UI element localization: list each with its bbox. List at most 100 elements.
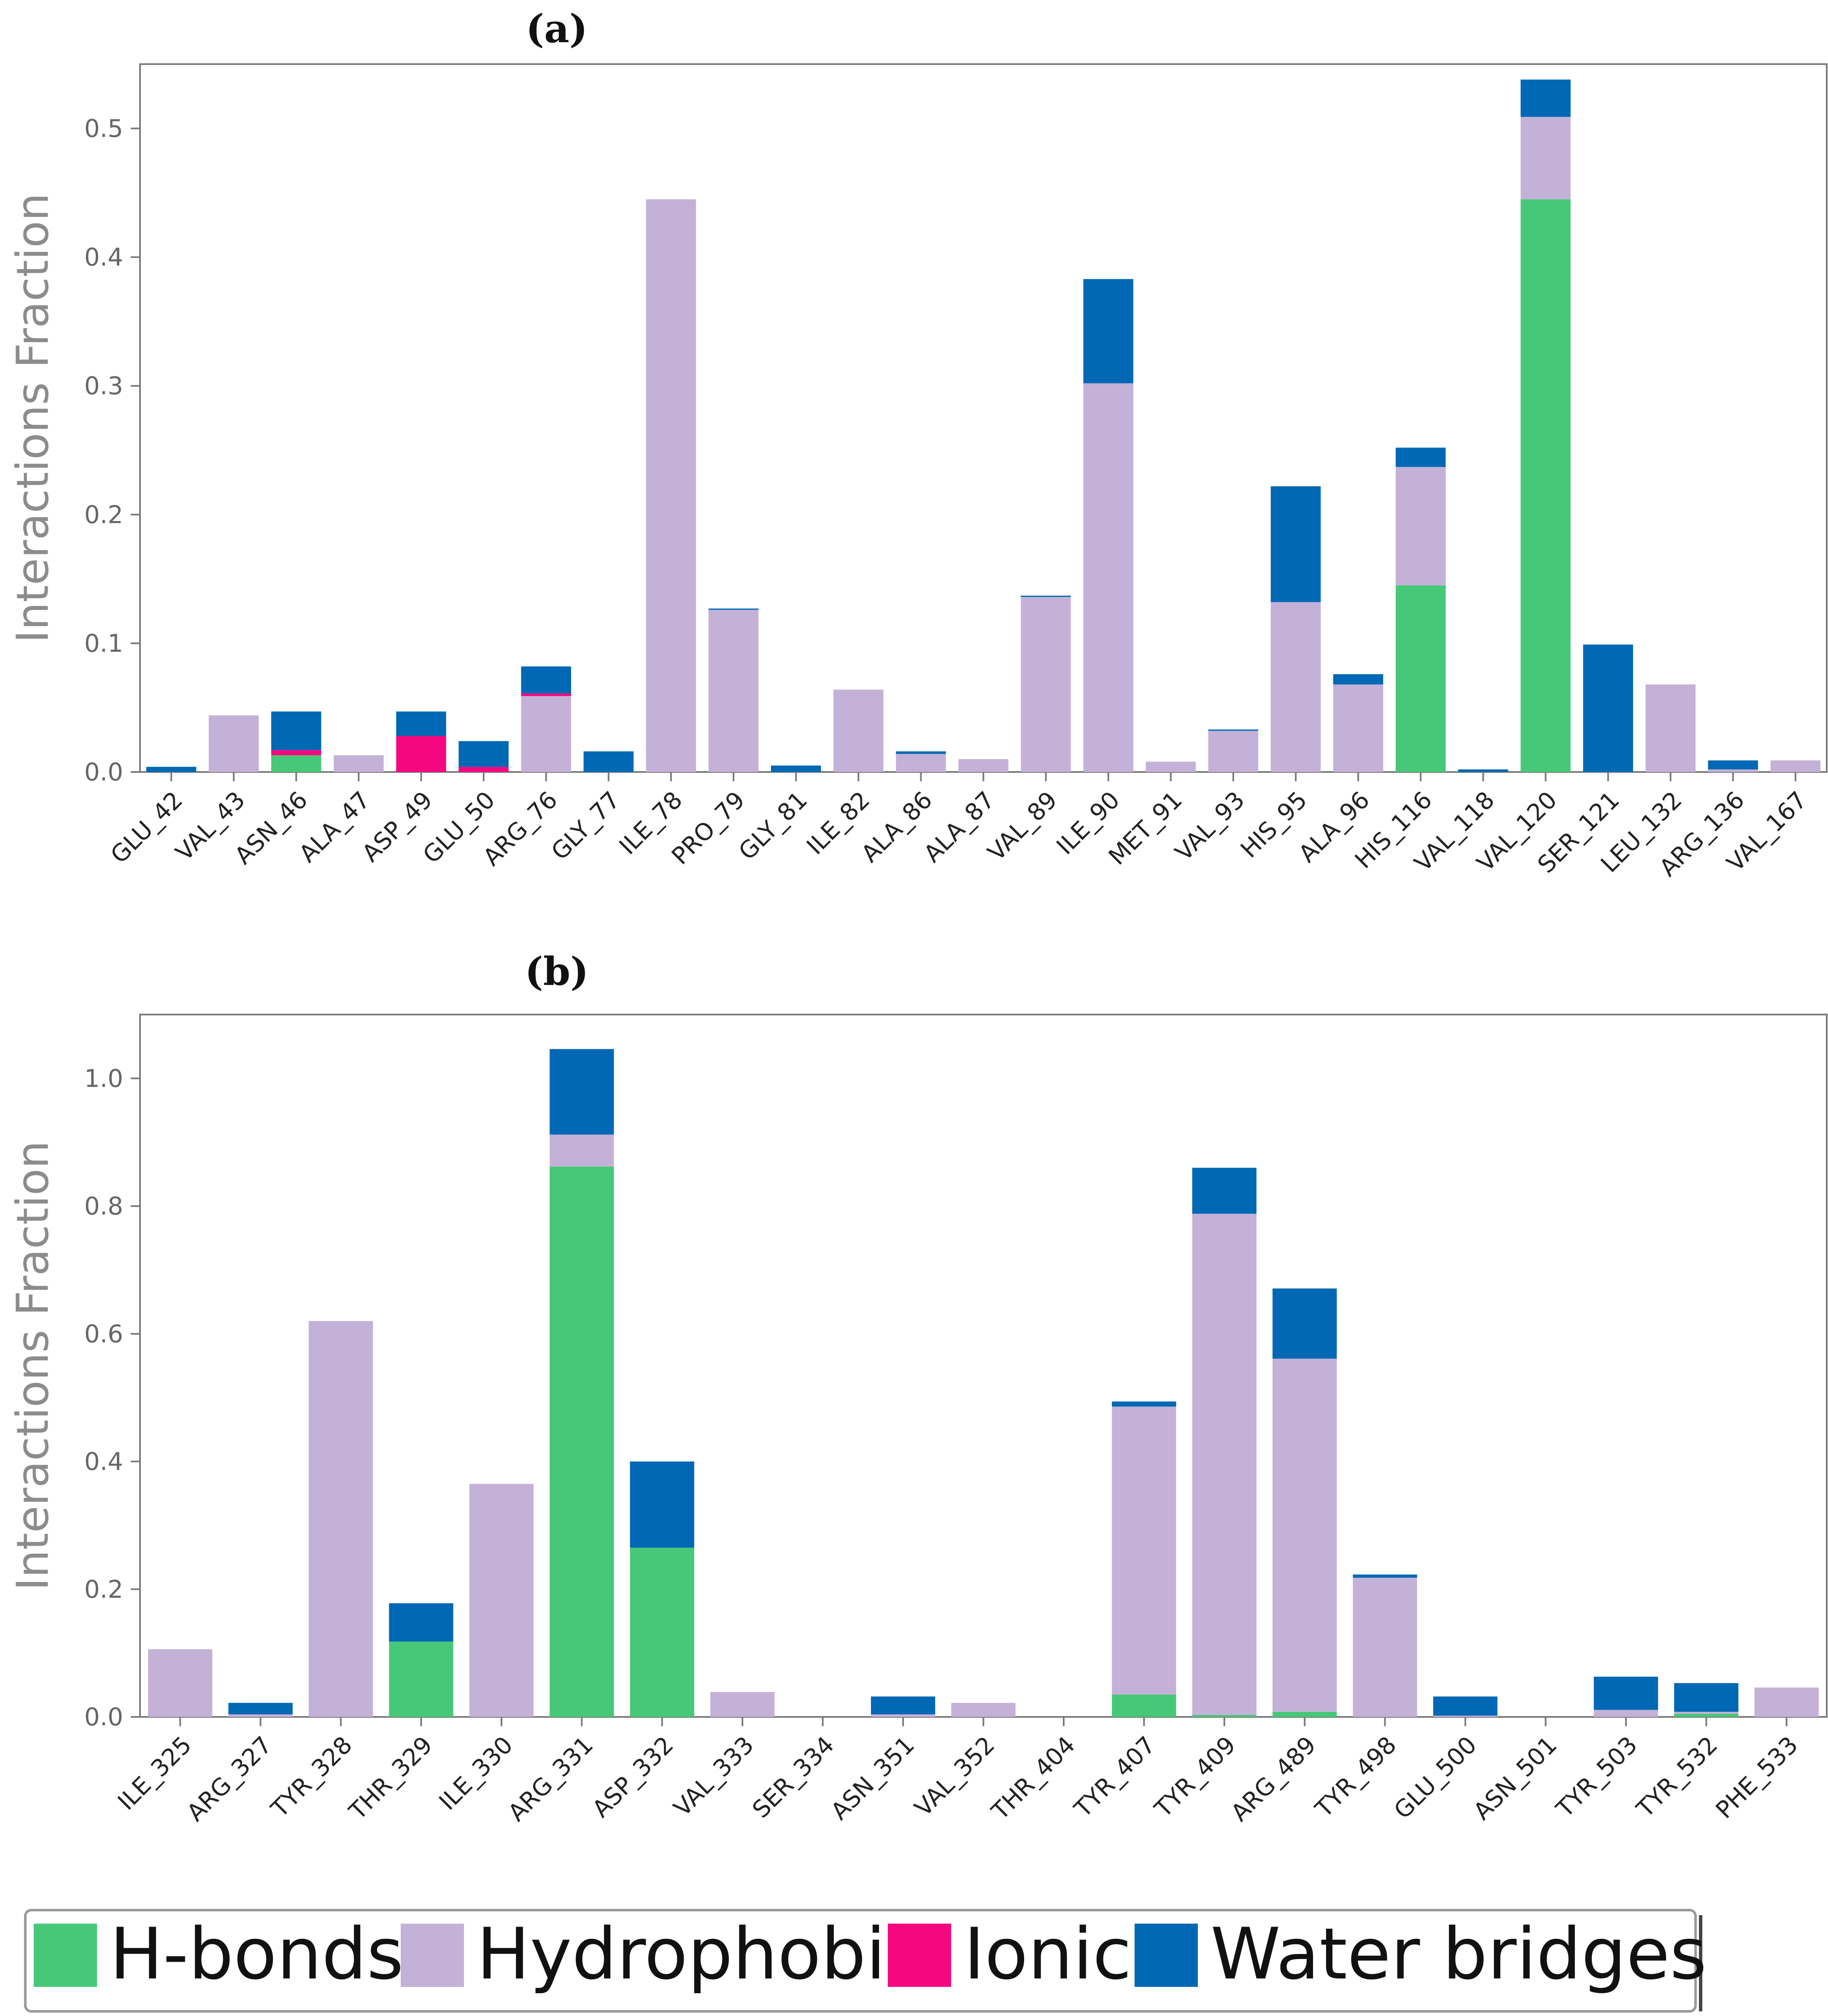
bar-water-bridges-thr-329 bbox=[389, 1603, 453, 1642]
bar-hydrophobic-ile-82 bbox=[833, 689, 884, 772]
legend-label-hbonds: H-bonds bbox=[110, 1913, 404, 1995]
y-tick-label: 0.4 bbox=[84, 243, 123, 272]
bar-water-bridges-val-118 bbox=[1458, 769, 1508, 772]
bar-hydrophobic-arg-76 bbox=[521, 696, 571, 772]
bar-hydrophobic-his-116 bbox=[1396, 467, 1446, 586]
bar-ionic-asn-46 bbox=[271, 750, 321, 756]
bar-hbonds-tyr-409 bbox=[1192, 1715, 1256, 1717]
bar-hydrophobic-pro-79 bbox=[708, 610, 759, 772]
bar-hbonds-arg-489 bbox=[1273, 1711, 1337, 1717]
legend-label-water: Water bridges bbox=[1211, 1913, 1707, 1995]
legend-swatch-water bbox=[1135, 1924, 1198, 1987]
bar-hbonds-val-120 bbox=[1521, 199, 1571, 772]
bar-hydrophobic-ala-86 bbox=[896, 754, 946, 772]
bar-hydrophobic-tyr-328 bbox=[308, 1321, 373, 1717]
bar-water-bridges-asn-46 bbox=[271, 711, 321, 750]
legend-swatch-hydrophobic bbox=[401, 1924, 464, 1987]
bar-water-bridges-asp-332 bbox=[630, 1461, 694, 1548]
bar-hydrophobic-val-333 bbox=[710, 1692, 775, 1717]
bar-hydrophobic-ile-78 bbox=[646, 199, 696, 772]
y-tick-label: 0.0 bbox=[84, 758, 123, 786]
bar-water-bridges-tyr-503 bbox=[1593, 1676, 1658, 1710]
y-axis-label: Interactions Fraction bbox=[7, 1141, 58, 1591]
bar-water-bridges-glu-42 bbox=[146, 766, 197, 772]
bar-hydrophobic-phe-533 bbox=[1754, 1687, 1819, 1717]
bar-water-bridges-arg-489 bbox=[1273, 1288, 1337, 1359]
bar-water-bridges-his-116 bbox=[1396, 448, 1446, 467]
bar-hydrophobic-arg-489 bbox=[1273, 1358, 1337, 1712]
bar-hydrophobic-ile-90 bbox=[1083, 383, 1133, 772]
bar-water-bridges-gly-77 bbox=[583, 751, 634, 772]
bar-hydrophobic-his-95 bbox=[1270, 602, 1321, 772]
legend-swatch-ionic bbox=[888, 1924, 951, 1987]
bar-hydrophobic-tyr-409 bbox=[1192, 1214, 1256, 1715]
bar-water-bridges-arg-76 bbox=[521, 666, 571, 694]
y-tick-label: 0.6 bbox=[84, 1320, 123, 1348]
bar-water-bridges-ala-96 bbox=[1333, 674, 1383, 685]
bar-water-bridges-pro-79 bbox=[708, 608, 759, 610]
bar-hydrophobic-arg-331 bbox=[550, 1134, 614, 1167]
bar-water-bridges-arg-331 bbox=[550, 1049, 614, 1135]
y-tick-label: 0.4 bbox=[84, 1447, 123, 1476]
bar-hydrophobic-ile-325 bbox=[148, 1649, 213, 1717]
bar-hbonds-asn-46 bbox=[271, 755, 321, 772]
bar-hydrophobic-tyr-407 bbox=[1112, 1406, 1176, 1695]
bar-hbonds-thr-329 bbox=[389, 1641, 453, 1717]
bar-hydrophobic-val-89 bbox=[1021, 597, 1071, 772]
legend-label-ionic: Ionic bbox=[964, 1913, 1132, 1995]
bar-hydrophobic-val-352 bbox=[951, 1703, 1016, 1717]
bar-hydrophobic-val-167 bbox=[1770, 760, 1821, 772]
bar-hydrophobic-arg-136 bbox=[1708, 769, 1758, 772]
bar-water-bridges-glu-500 bbox=[1433, 1696, 1498, 1716]
y-tick-label: 0.2 bbox=[84, 500, 123, 529]
bar-hydrophobic-val-93 bbox=[1208, 731, 1259, 772]
y-tick-label: 0.2 bbox=[84, 1575, 123, 1603]
panel-label: (b) bbox=[525, 949, 588, 994]
bar-hydrophobic-val-43 bbox=[208, 715, 259, 772]
bar-water-bridges-arg-327 bbox=[228, 1703, 293, 1714]
y-tick-label: 0.1 bbox=[84, 629, 123, 658]
legend: H-bonds Hydrophobic Ionic Water bridges bbox=[24, 1909, 1707, 2013]
bar-water-bridges-asn-351 bbox=[871, 1696, 936, 1714]
bar-hydrophobic-ala-47 bbox=[334, 755, 384, 772]
bar-hydrophobic-met-91 bbox=[1146, 761, 1196, 772]
bar-hbonds-tyr-532 bbox=[1674, 1714, 1739, 1717]
y-tick-label: 0.5 bbox=[84, 114, 123, 143]
bar-water-bridges-tyr-532 bbox=[1674, 1683, 1739, 1712]
bar-hydrophobic-leu-132 bbox=[1645, 684, 1696, 772]
bar-hydrophobic-tyr-503 bbox=[1593, 1710, 1658, 1717]
bar-ionic-glu-50 bbox=[458, 766, 509, 772]
legend-label-hydrophobic: Hydrophobic bbox=[477, 1913, 925, 1995]
legend-swatch-hbonds bbox=[34, 1924, 97, 1987]
bar-hydrophobic-val-120 bbox=[1521, 117, 1571, 200]
bar-water-bridges-gly-81 bbox=[771, 765, 821, 772]
bar-hydrophobic-tyr-498 bbox=[1353, 1578, 1417, 1717]
bar-hydrophobic-glu-500 bbox=[1433, 1715, 1498, 1717]
bar-water-bridges-ser-121 bbox=[1583, 644, 1633, 772]
y-tick-label: 1.0 bbox=[84, 1064, 123, 1093]
bar-water-bridges-asp-49 bbox=[396, 711, 446, 736]
y-tick-label: 0.8 bbox=[84, 1192, 123, 1220]
bar-hbonds-his-116 bbox=[1396, 585, 1446, 772]
y-axis-label: Interactions Fraction bbox=[7, 193, 58, 643]
bar-hydrophobic-asn-351 bbox=[871, 1714, 936, 1717]
panel-label: (a) bbox=[526, 6, 588, 51]
bar-water-bridges-ala-86 bbox=[896, 751, 946, 754]
bar-water-bridges-val-120 bbox=[1521, 79, 1571, 117]
y-tick-label: 0.3 bbox=[84, 372, 123, 400]
bar-hbonds-asp-332 bbox=[630, 1547, 694, 1717]
bar-water-bridges-ile-90 bbox=[1083, 279, 1133, 383]
bar-ionic-arg-76 bbox=[521, 693, 571, 696]
bar-hydrophobic-ala-96 bbox=[1333, 684, 1383, 772]
bar-water-bridges-tyr-498 bbox=[1353, 1574, 1417, 1578]
bar-water-bridges-val-89 bbox=[1021, 596, 1071, 597]
bar-water-bridges-val-93 bbox=[1208, 729, 1259, 731]
bar-hbonds-arg-331 bbox=[550, 1166, 614, 1717]
bar-water-bridges-glu-50 bbox=[458, 741, 509, 767]
bar-hydrophobic-tyr-532 bbox=[1674, 1711, 1739, 1714]
y-tick-label: 0.0 bbox=[84, 1703, 123, 1731]
bar-hbonds-tyr-407 bbox=[1112, 1695, 1176, 1717]
bar-hydrophobic-ala-87 bbox=[958, 759, 1008, 772]
bar-water-bridges-his-95 bbox=[1270, 486, 1321, 602]
